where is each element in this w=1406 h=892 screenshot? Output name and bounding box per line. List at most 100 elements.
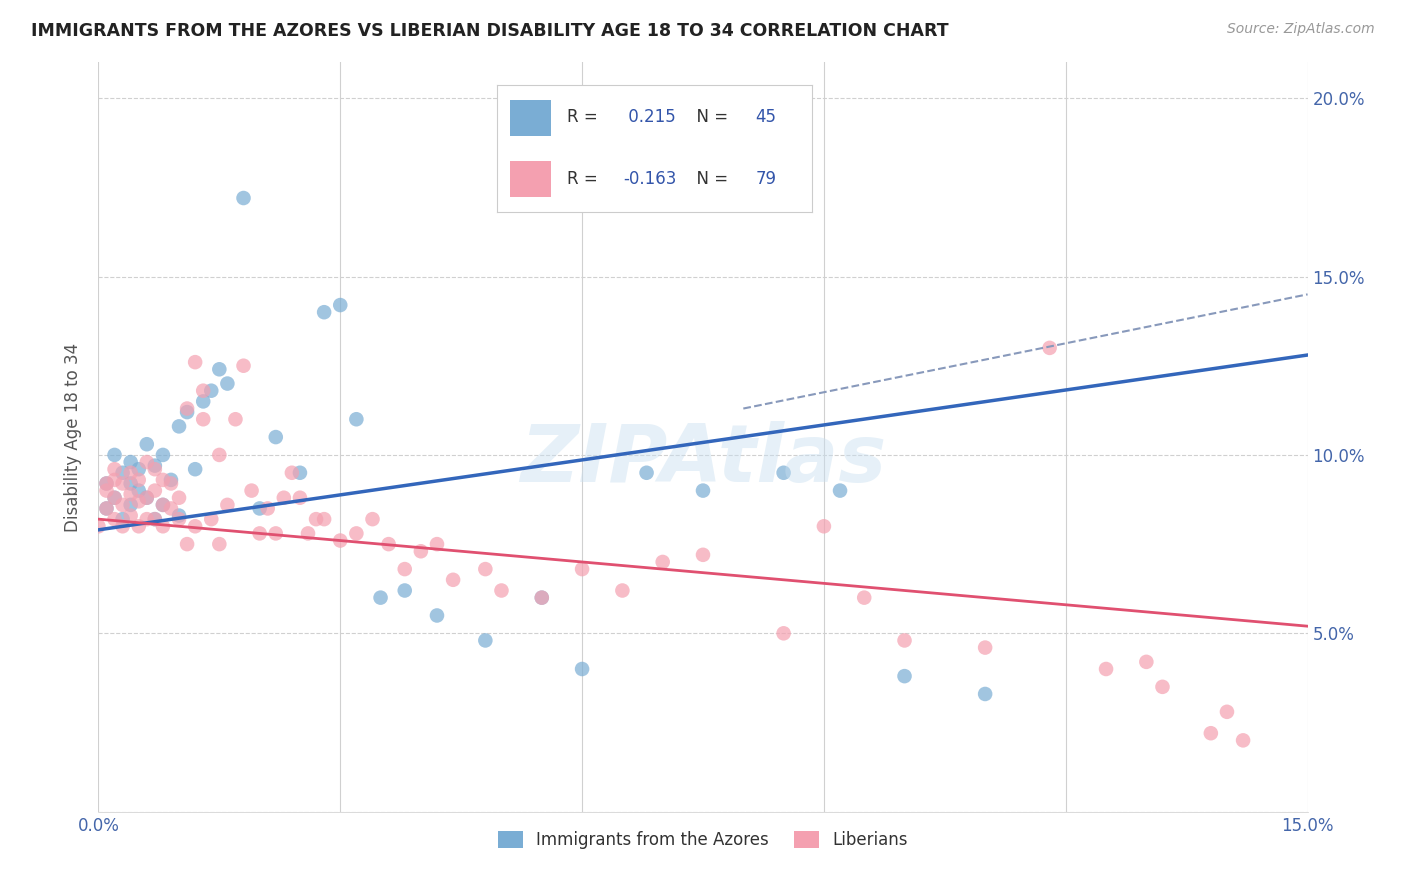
Point bbox=[441, 573, 464, 587]
Point bbox=[152, 498, 174, 512]
Point bbox=[530, 591, 553, 605]
Point bbox=[96, 501, 118, 516]
Point bbox=[813, 519, 835, 533]
Point bbox=[128, 519, 150, 533]
Point bbox=[96, 476, 118, 491]
Point bbox=[361, 512, 384, 526]
Point bbox=[281, 466, 304, 480]
Point bbox=[772, 466, 794, 480]
Point bbox=[103, 512, 125, 526]
Point bbox=[224, 412, 246, 426]
Point bbox=[184, 462, 207, 476]
Point bbox=[305, 512, 328, 526]
Point bbox=[143, 483, 166, 498]
Point bbox=[160, 501, 183, 516]
Point bbox=[111, 519, 134, 533]
Point bbox=[128, 494, 150, 508]
Point bbox=[1039, 341, 1062, 355]
Point bbox=[314, 305, 336, 319]
Point bbox=[152, 498, 174, 512]
Point bbox=[111, 466, 134, 480]
Point bbox=[184, 519, 207, 533]
Point bbox=[314, 512, 336, 526]
Point bbox=[96, 501, 118, 516]
Legend: Immigrants from the Azores, Liberians: Immigrants from the Azores, Liberians bbox=[491, 824, 915, 855]
Point bbox=[152, 448, 174, 462]
Point bbox=[184, 355, 207, 369]
Point bbox=[111, 512, 134, 526]
Point bbox=[128, 462, 150, 476]
Point bbox=[103, 491, 125, 505]
Point bbox=[135, 491, 157, 505]
Point bbox=[772, 626, 794, 640]
Point bbox=[120, 508, 142, 523]
Point bbox=[474, 633, 496, 648]
Point bbox=[571, 562, 593, 576]
Point bbox=[208, 448, 231, 462]
Point bbox=[256, 501, 278, 516]
Point bbox=[344, 526, 367, 541]
Point bbox=[103, 462, 125, 476]
Point bbox=[87, 519, 110, 533]
Point bbox=[344, 412, 367, 426]
Point bbox=[370, 591, 392, 605]
Point bbox=[103, 473, 125, 487]
Point bbox=[249, 501, 271, 516]
Point bbox=[111, 476, 134, 491]
Point bbox=[135, 455, 157, 469]
Point bbox=[491, 583, 513, 598]
Point bbox=[1152, 680, 1174, 694]
Point bbox=[893, 633, 915, 648]
Point bbox=[143, 458, 166, 473]
Point bbox=[160, 473, 183, 487]
Text: IMMIGRANTS FROM THE AZORES VS LIBERIAN DISABILITY AGE 18 TO 34 CORRELATION CHART: IMMIGRANTS FROM THE AZORES VS LIBERIAN D… bbox=[31, 22, 949, 40]
Point bbox=[232, 359, 254, 373]
Point bbox=[1095, 662, 1118, 676]
Point bbox=[128, 483, 150, 498]
Point bbox=[217, 376, 239, 391]
Point bbox=[329, 533, 352, 548]
Point bbox=[612, 583, 634, 598]
Point bbox=[409, 544, 432, 558]
Y-axis label: Disability Age 18 to 34: Disability Age 18 to 34 bbox=[65, 343, 83, 532]
Point bbox=[135, 512, 157, 526]
Point bbox=[288, 491, 311, 505]
Point bbox=[217, 498, 239, 512]
Point bbox=[143, 512, 166, 526]
Point bbox=[426, 608, 449, 623]
Point bbox=[530, 591, 553, 605]
Point bbox=[120, 476, 142, 491]
Point bbox=[692, 548, 714, 562]
Point bbox=[394, 583, 416, 598]
Point bbox=[167, 508, 190, 523]
Text: ZIPAtlas: ZIPAtlas bbox=[520, 420, 886, 499]
Point bbox=[152, 519, 174, 533]
Point bbox=[135, 437, 157, 451]
Point bbox=[426, 537, 449, 551]
Point bbox=[103, 448, 125, 462]
Point bbox=[571, 662, 593, 676]
Point bbox=[474, 562, 496, 576]
Point bbox=[1135, 655, 1157, 669]
Point bbox=[143, 512, 166, 526]
Point bbox=[1216, 705, 1239, 719]
Text: Source: ZipAtlas.com: Source: ZipAtlas.com bbox=[1227, 22, 1375, 37]
Point bbox=[143, 462, 166, 476]
Point bbox=[1232, 733, 1254, 747]
Point bbox=[651, 555, 673, 569]
Point bbox=[120, 455, 142, 469]
Point bbox=[120, 487, 142, 501]
Point bbox=[120, 466, 142, 480]
Point bbox=[176, 405, 198, 419]
Point bbox=[1199, 726, 1222, 740]
Point bbox=[193, 384, 215, 398]
Point bbox=[974, 640, 997, 655]
Point bbox=[120, 498, 142, 512]
Point bbox=[96, 476, 118, 491]
Point bbox=[974, 687, 997, 701]
Point bbox=[167, 419, 190, 434]
Point bbox=[893, 669, 915, 683]
Point bbox=[193, 412, 215, 426]
Point bbox=[200, 384, 222, 398]
Point bbox=[167, 512, 190, 526]
